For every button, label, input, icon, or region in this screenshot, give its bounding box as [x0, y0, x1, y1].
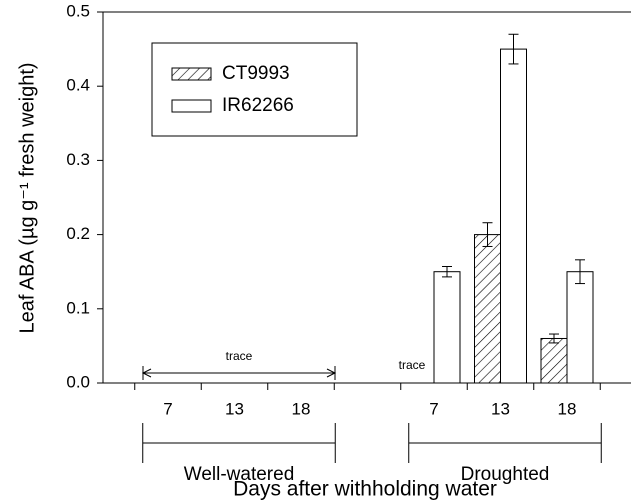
group-label: Well-watered: [184, 464, 295, 485]
error-bar: [508, 33, 519, 65]
y-tick-label: 0.3: [66, 150, 90, 169]
x-tick-label: 13: [491, 399, 510, 418]
legend-label: IR62266: [222, 95, 294, 116]
x-axis-title: Days after withholding water: [233, 478, 497, 501]
error-bar: [549, 333, 559, 344]
annotation: trace: [226, 349, 253, 363]
y-tick-label: 0.5: [66, 1, 90, 20]
bar: [500, 48, 527, 384]
y-tick-label: 0.1: [66, 298, 90, 317]
annotation: trace: [399, 358, 426, 372]
trace-arrow: [141, 366, 337, 380]
legend-swatch: [171, 67, 212, 81]
x-tick-label: 7: [163, 399, 172, 418]
legend-box: [151, 42, 358, 137]
y-tick-label: 0.2: [66, 224, 90, 243]
error-bar: [575, 259, 585, 285]
bar: [566, 271, 594, 384]
x-tick-label: 7: [429, 399, 438, 418]
bar: [433, 271, 461, 384]
legend-label: CT9993: [222, 63, 290, 84]
x-tick-label: 13: [225, 399, 244, 418]
group-label: Droughted: [461, 464, 550, 485]
bar: [540, 337, 568, 384]
bar: [474, 234, 501, 384]
x-tick-label: 18: [558, 399, 577, 418]
error-bar: [482, 222, 493, 247]
y-tick-label: 0.0: [66, 372, 90, 391]
x-tick-label: 18: [292, 399, 311, 418]
error-bar: [442, 266, 452, 278]
y-tick-label: 0.4: [66, 76, 90, 95]
legend-swatch: [171, 99, 212, 113]
y-axis-title: Leaf ABA (µg g⁻¹ fresh weight): [16, 62, 38, 333]
